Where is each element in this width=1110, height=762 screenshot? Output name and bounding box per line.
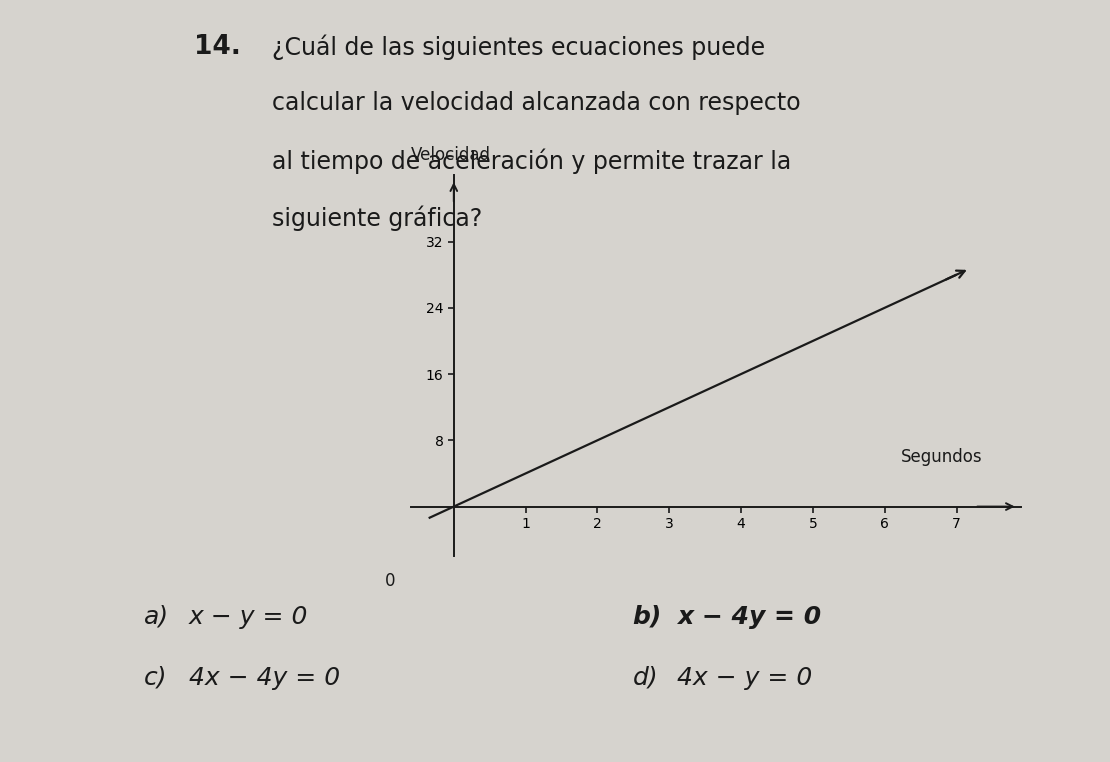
Text: siguiente gráfica?: siguiente gráfica?: [272, 206, 482, 231]
Text: al tiempo de aceleración y permite trazar la: al tiempo de aceleración y permite traza…: [272, 149, 791, 174]
Text: 14.: 14.: [194, 34, 241, 60]
Text: ¿Cuál de las siguientes ecuaciones puede: ¿Cuál de las siguientes ecuaciones puede: [272, 34, 765, 59]
Text: 4x − 4y = 0: 4x − 4y = 0: [189, 666, 340, 690]
Text: x − 4y = 0: x − 4y = 0: [677, 605, 821, 629]
Text: d): d): [633, 666, 658, 690]
Text: 4x − y = 0: 4x − y = 0: [677, 666, 813, 690]
Text: 0: 0: [385, 572, 395, 590]
Text: calcular la velocidad alcanzada con respecto: calcular la velocidad alcanzada con resp…: [272, 91, 800, 115]
Text: a): a): [144, 605, 170, 629]
Text: x − y = 0: x − y = 0: [189, 605, 309, 629]
Text: Velocidad: Velocidad: [411, 146, 491, 164]
Text: b): b): [633, 605, 662, 629]
Text: Segundos: Segundos: [901, 448, 982, 466]
Text: c): c): [144, 666, 168, 690]
